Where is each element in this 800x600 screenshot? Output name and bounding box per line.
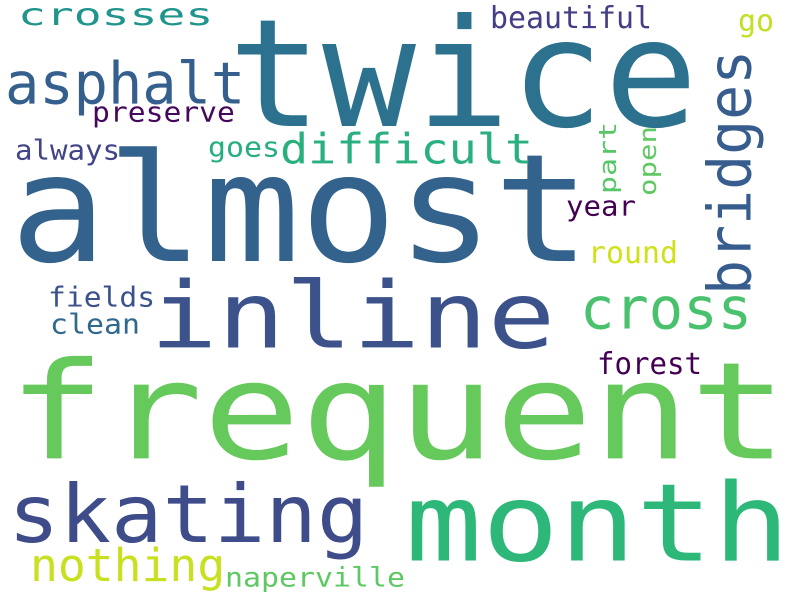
word-asphalt: asphalt	[5, 49, 246, 118]
word-always: always	[15, 133, 121, 167]
word-open: open	[633, 126, 662, 196]
word-beautiful: beautiful	[490, 0, 652, 36]
word-year: year	[566, 189, 636, 223]
word-go: go	[738, 3, 775, 39]
word-naperville: naperville	[225, 561, 406, 594]
word-nothing: nothing	[30, 538, 226, 592]
word-month: month	[405, 460, 791, 587]
word-crosses: crosses	[18, 0, 214, 33]
word-inline: inline	[150, 261, 556, 370]
word-cross: cross	[580, 274, 753, 343]
word-twice: twice	[228, 0, 699, 162]
word-almost: almost	[10, 121, 591, 297]
word-difficult: difficult	[280, 124, 533, 174]
word-bridges: bridges	[694, 49, 765, 296]
word-part: part	[593, 122, 622, 194]
word-fields: fields	[48, 280, 156, 314]
word-frequent: frequent	[8, 332, 788, 491]
word-clean: clean	[50, 307, 141, 341]
word-round: round	[588, 235, 679, 271]
word-skating: skating	[8, 467, 369, 562]
word-goes: goes	[208, 130, 280, 164]
word-forest: forest	[597, 346, 703, 382]
word-preserve: preserve	[92, 95, 235, 129]
